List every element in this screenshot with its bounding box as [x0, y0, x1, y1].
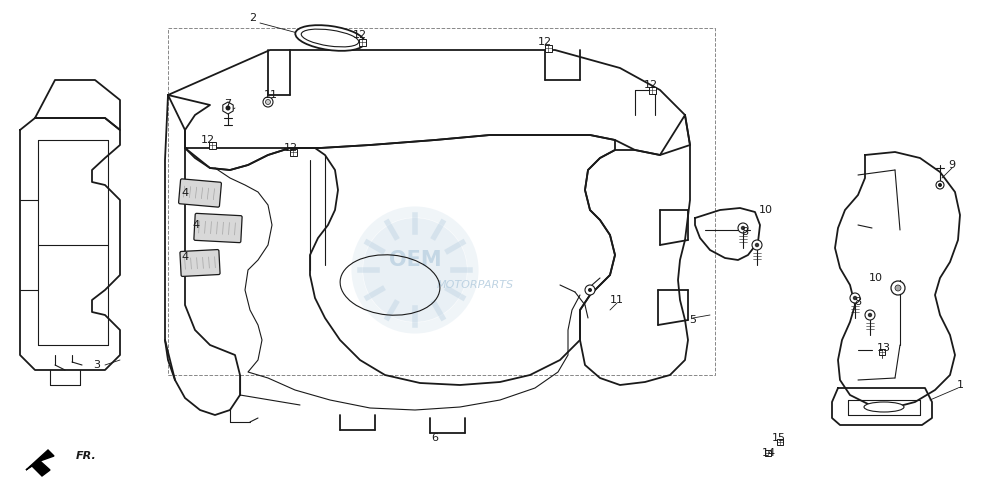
Circle shape — [938, 183, 942, 187]
Circle shape — [752, 240, 762, 250]
Text: 4: 4 — [181, 188, 188, 198]
Bar — [545, 44, 552, 52]
Circle shape — [585, 285, 595, 295]
Circle shape — [755, 243, 759, 247]
Text: 10: 10 — [759, 205, 773, 215]
Text: 13: 13 — [877, 343, 891, 353]
Circle shape — [263, 97, 273, 107]
Circle shape — [738, 223, 748, 233]
Circle shape — [936, 181, 944, 189]
Text: 10: 10 — [869, 273, 883, 283]
Text: 15: 15 — [772, 433, 786, 443]
Text: 1: 1 — [957, 380, 964, 390]
Bar — [358, 38, 365, 46]
Circle shape — [895, 285, 901, 291]
Text: 6: 6 — [431, 433, 438, 443]
Text: 8: 8 — [742, 227, 749, 237]
Ellipse shape — [864, 402, 904, 412]
Text: 12: 12 — [284, 143, 298, 153]
Ellipse shape — [295, 25, 364, 51]
Circle shape — [868, 313, 872, 317]
FancyBboxPatch shape — [180, 250, 220, 276]
Polygon shape — [223, 102, 233, 114]
Bar — [879, 349, 885, 355]
Circle shape — [265, 100, 270, 104]
Text: 11: 11 — [610, 295, 624, 305]
Circle shape — [363, 218, 467, 322]
FancyBboxPatch shape — [194, 214, 242, 242]
Text: 7: 7 — [224, 99, 231, 109]
Circle shape — [850, 293, 860, 303]
Ellipse shape — [301, 29, 358, 47]
Text: 11: 11 — [264, 90, 278, 100]
Bar — [649, 86, 656, 94]
Polygon shape — [26, 450, 54, 476]
FancyBboxPatch shape — [178, 179, 221, 207]
Bar — [765, 450, 771, 456]
Text: 12: 12 — [201, 135, 215, 145]
Text: OEM: OEM — [388, 250, 441, 270]
Text: 12: 12 — [644, 80, 658, 90]
Text: 2: 2 — [249, 13, 256, 23]
Circle shape — [741, 226, 745, 230]
Text: 3: 3 — [93, 360, 100, 370]
Circle shape — [225, 106, 230, 110]
Text: 9: 9 — [948, 160, 956, 170]
Text: 5: 5 — [690, 315, 697, 325]
Text: 14: 14 — [762, 448, 776, 458]
Text: MOTORPARTS: MOTORPARTS — [436, 280, 514, 290]
Circle shape — [891, 281, 905, 295]
Text: FR.: FR. — [76, 451, 97, 461]
Text: 8: 8 — [855, 297, 862, 307]
Bar — [777, 439, 783, 445]
Bar — [208, 142, 215, 148]
Circle shape — [853, 296, 857, 300]
Text: 12: 12 — [538, 37, 553, 47]
Text: 4: 4 — [181, 252, 188, 262]
Circle shape — [865, 310, 875, 320]
Text: 12: 12 — [353, 30, 367, 40]
Circle shape — [588, 288, 592, 292]
Bar — [289, 148, 296, 156]
Text: 4: 4 — [192, 220, 199, 230]
